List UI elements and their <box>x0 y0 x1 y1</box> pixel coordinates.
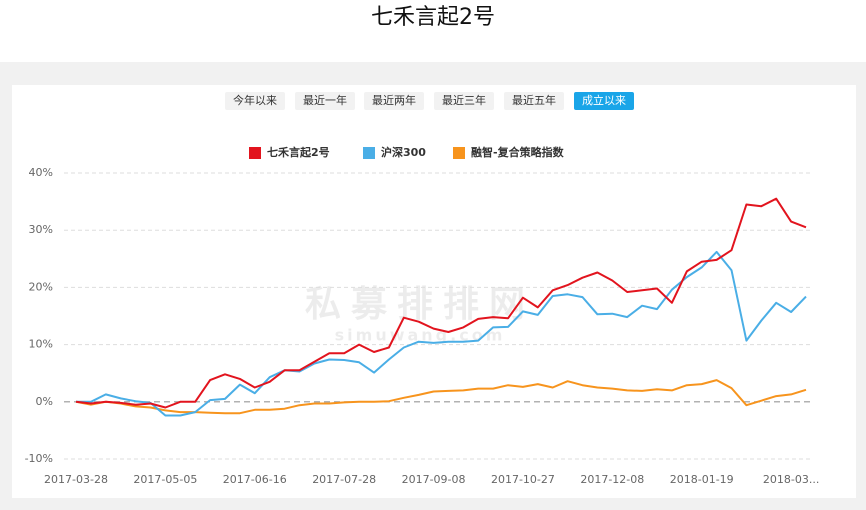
legend-label: 沪深300 <box>381 145 426 159</box>
page-title: 七禾言起2号 <box>371 5 495 30</box>
x-tick-label: 2017-05-05 <box>133 473 197 486</box>
legend-swatch <box>453 147 465 159</box>
x-tick-label: 2017-03-28 <box>44 473 108 486</box>
tab-button[interactable] <box>225 92 285 110</box>
y-tick-label: 10% <box>29 338 53 351</box>
x-tick-label: 2017-12-08 <box>580 473 644 486</box>
tab-label[interactable]: 最近五年 <box>512 93 556 107</box>
tab-button[interactable] <box>574 92 634 110</box>
tab-label[interactable]: 最近两年 <box>372 93 416 107</box>
tab-button[interactable] <box>364 92 424 110</box>
tab-label[interactable]: 成立以来 <box>582 93 626 107</box>
tab-label[interactable]: 最近一年 <box>303 93 347 107</box>
series-line <box>75 197 807 409</box>
tab-button[interactable] <box>295 92 355 110</box>
y-tick-label: 40% <box>29 166 53 179</box>
series-line <box>76 250 807 417</box>
series-line <box>75 379 807 415</box>
tab-button[interactable] <box>504 92 564 110</box>
chart-panel <box>12 85 856 498</box>
legend-label: 七禾言起2号 <box>267 145 330 159</box>
x-tick-label: 2018-03... <box>763 473 819 486</box>
watermark: 私募排排网 <box>305 284 535 325</box>
legend-swatch <box>363 147 375 159</box>
legend-swatch <box>249 147 261 159</box>
y-tick-label: -10% <box>25 452 53 465</box>
tab-label[interactable]: 今年以来 <box>233 93 277 107</box>
x-tick-label: 2017-09-08 <box>402 473 466 486</box>
y-tick-label: 0% <box>36 395 53 408</box>
watermark: simuwang.com <box>335 326 506 345</box>
tab-label[interactable]: 最近三年 <box>442 93 486 107</box>
tab-button[interactable] <box>434 92 494 110</box>
x-tick-label: 2017-07-28 <box>312 473 376 486</box>
x-tick-label: 2017-06-16 <box>223 473 287 486</box>
y-tick-label: 20% <box>29 280 53 293</box>
y-tick-label: 30% <box>29 223 53 236</box>
legend-label: 融智-复合策略指数 <box>471 145 565 159</box>
x-tick-label: 2017-10-27 <box>491 473 555 486</box>
x-tick-label: 2018-01-19 <box>670 473 734 486</box>
